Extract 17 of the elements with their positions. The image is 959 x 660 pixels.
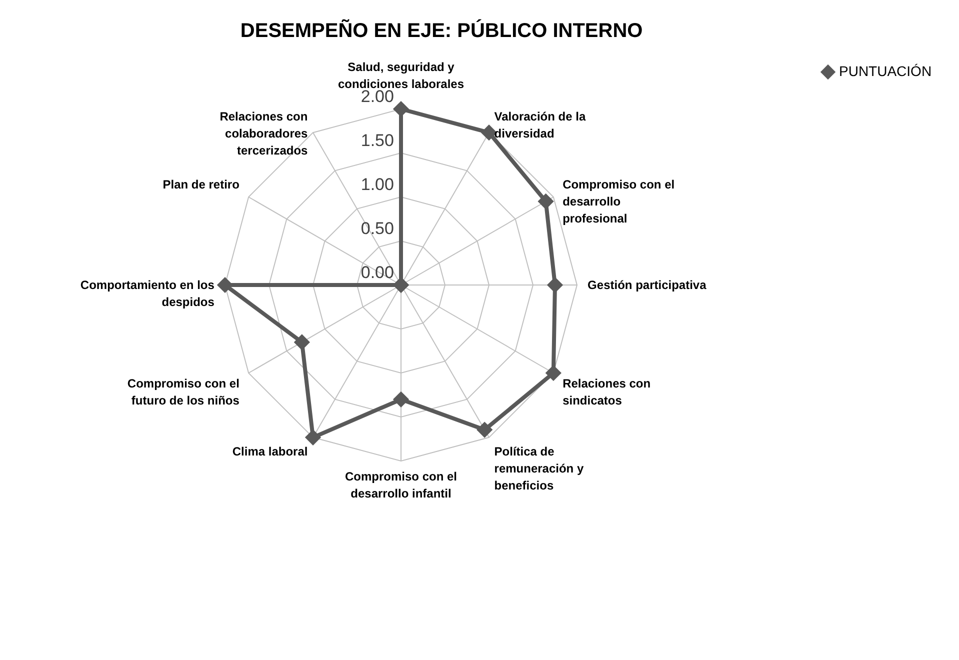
spoke-label: Relaciones con colaboradores tercerizados xyxy=(220,109,308,158)
spoke-label: Compromiso con el desarrollo profesional xyxy=(562,178,675,226)
spoke-label: Comportamiento en los despidos xyxy=(80,278,215,309)
spoke-label: Relaciones con sindicatos xyxy=(562,376,651,408)
y-tick-label: 0.00 xyxy=(360,263,394,282)
spoke-label: Valoración de la diversidad xyxy=(494,109,586,140)
spoke-label: Gestión participativa xyxy=(588,278,707,292)
y-tick-label: 1.00 xyxy=(360,175,394,194)
y-tick-label: 1.50 xyxy=(360,131,394,150)
spoke-label: Plan de retiro xyxy=(162,178,240,192)
spoke-label: Compromiso con el desarrollo infantil xyxy=(344,470,458,501)
chart-title: DESEMPEÑO EN EJE: PÚBLICO INTERNO xyxy=(240,18,643,42)
y-tick-label: 0.50 xyxy=(360,219,394,238)
spoke-label: Compromiso con el futuro de los niños xyxy=(127,376,240,408)
spoke-label: Clima laboral xyxy=(232,444,308,459)
legend-label: PUNTUACIÓN xyxy=(839,63,932,79)
spoke-label: Política de remuneración y beneficios xyxy=(494,444,584,493)
